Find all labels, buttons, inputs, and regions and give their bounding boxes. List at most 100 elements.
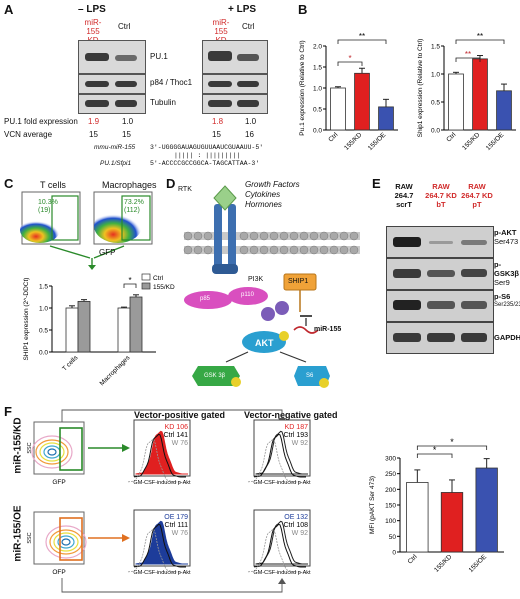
x-tick-label: 155/OE — [468, 553, 489, 574]
blot-pgsk3b — [386, 258, 494, 290]
seq1: 3'-UGGGGAUAGUGUUAAUCGUAAUU-5' — [150, 144, 264, 151]
y-tick-label: 200 — [385, 487, 396, 494]
y-tick-label: 0.0 — [39, 350, 48, 357]
growth-factor-labels: Growth Factors Cytokines Hormones — [245, 180, 300, 210]
x-tick-label: 155/KD — [461, 131, 481, 151]
seq1-name: mmu-miR-155 — [94, 144, 136, 151]
flow-x-axis-label: OFP — [52, 569, 65, 576]
y-axis-label: MFI (pAKT Ser 473) — [369, 476, 376, 534]
significance-star: ** — [359, 32, 365, 41]
histogram-ctrl — [253, 433, 306, 478]
y-tick-label: 50 — [389, 534, 397, 541]
row-pgsk-label: p-GSK3β Ser9 — [494, 260, 520, 287]
akt-label: AKT — [255, 338, 274, 348]
histogram-x-label: GM-CSF-induced p-Akt — [133, 570, 191, 576]
minus-lps-label: – LPS — [78, 4, 106, 15]
bar — [475, 467, 498, 553]
seq2: 5'-ACCCCGCCGGCA-TAGCATTAA-3' — [150, 160, 260, 167]
histogram-frame — [253, 419, 311, 477]
ser9-label: Ser9 — [494, 278, 510, 287]
vcn-plus-kd: 15 — [212, 130, 221, 139]
s6-label: S6 — [306, 373, 314, 379]
legend-swatch — [141, 282, 151, 290]
y-tick-label: 0.5 — [431, 100, 440, 107]
fold-minus-ctrl: 1.0 — [122, 117, 134, 126]
ser235-label: Ser235/236 — [494, 302, 520, 308]
arrow-head — [122, 534, 130, 542]
bar — [65, 307, 79, 353]
pi3k-label: PI3K — [248, 276, 264, 283]
vector-negative-title: Vector-negative gated — [244, 410, 338, 420]
y-tick-label: 100 — [385, 518, 396, 525]
significance-star: * — [128, 276, 131, 285]
gate-tcells: 10.3% (19) — [38, 199, 58, 214]
connector-line — [61, 409, 283, 422]
y-tick-label: 1.5 — [313, 65, 322, 72]
y-tick-label: 250 — [385, 471, 396, 478]
contour-line — [53, 532, 79, 552]
col-kd-bt: RAW 264.7 KD bT — [425, 182, 457, 209]
arrow-head — [122, 444, 130, 452]
x-tick-label: 155/KD — [433, 553, 453, 573]
mir155-label: miR-155 — [314, 326, 342, 333]
arrow-head — [278, 578, 286, 584]
blot-pakt — [386, 226, 494, 258]
gapdh-label: GAPDH — [494, 333, 520, 342]
histogram-x-label: GM-CSF-induced p-Akt — [133, 480, 191, 486]
ship1-label: SHIP1 — [288, 278, 309, 285]
seq-match: ||||| : ||||||||| — [174, 152, 241, 159]
fold-minus-kd: 1.9 — [88, 117, 100, 126]
bar — [448, 73, 464, 131]
flow-y-axis-label: SSC — [27, 532, 33, 543]
bar — [496, 90, 512, 131]
blot-p84-left — [78, 74, 146, 94]
col-ctrl-right: Ctrl — [242, 22, 255, 31]
histogram-ctrl — [133, 433, 186, 478]
gate-macrophages: 73.2% (112) — [124, 199, 144, 214]
contour-line — [31, 435, 73, 469]
significance-star: * — [433, 445, 437, 455]
macrophages-title: Macrophages — [102, 180, 157, 190]
rtk-label: RTK — [178, 186, 192, 193]
stat-label: OE 132 — [284, 514, 308, 521]
ofp-gate — [59, 517, 83, 561]
x-tick-label: Ctrl — [327, 131, 339, 143]
growth-factors-label: Growth Factors — [245, 180, 300, 189]
gfp-gate — [59, 427, 83, 471]
x-tick-label: Ctrl — [407, 553, 419, 565]
bar — [472, 58, 488, 131]
bar — [129, 296, 143, 353]
histogram-ctrl — [133, 523, 186, 568]
stat-label: Ctrl 193 — [283, 432, 308, 439]
legend-label: 155/KD — [153, 284, 175, 291]
stat-label: KD 106 — [165, 424, 188, 431]
bar — [354, 72, 370, 131]
significance-star: * — [450, 437, 454, 447]
row-tubulin-label: Tubulin — [150, 98, 176, 107]
vcn-minus-kd: 15 — [89, 130, 98, 139]
bar — [77, 300, 91, 353]
histogram-ctrl — [253, 523, 306, 568]
histogram-w — [247, 438, 300, 483]
significance-bracket — [455, 57, 481, 62]
y-tick-label: 1.5 — [39, 284, 48, 291]
y-tick-label: 1.0 — [39, 306, 48, 313]
contour-line — [45, 525, 87, 559]
panel-b-letter: B — [298, 2, 308, 17]
vector-positive-title: Vector-positive gated — [134, 410, 226, 420]
flow-plot-frame — [33, 511, 85, 565]
row-pakt-label: p-AKT Ser473 — [494, 228, 518, 246]
y-tick-label: 0.0 — [313, 128, 322, 135]
p110-node — [228, 287, 268, 305]
pgsk-label: p-GSK3β — [494, 260, 520, 278]
panel-c-letter: C — [4, 176, 14, 191]
y-tick-label: 0.5 — [313, 107, 322, 114]
legend-swatch — [141, 273, 151, 281]
histogram-frame — [253, 509, 311, 567]
histogram-w — [247, 528, 300, 573]
ps6-label: p-S6 — [494, 292, 511, 301]
significance-star: ** — [465, 50, 471, 59]
contour-line — [35, 439, 69, 465]
bar — [117, 307, 131, 353]
